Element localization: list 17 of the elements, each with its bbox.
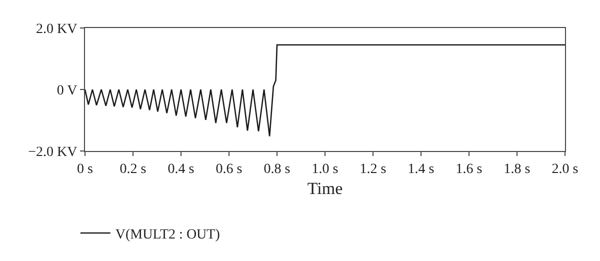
x-tick-label: 0.2 s bbox=[120, 162, 146, 177]
x-tick-label: 1.6 s bbox=[456, 162, 482, 177]
x-tick-label: 1.8 s bbox=[504, 162, 530, 177]
x-tick-label: 0.4 s bbox=[168, 162, 194, 177]
y-tick-label: −2.0 KV bbox=[28, 144, 78, 160]
y-tick-label: 0 V bbox=[56, 83, 78, 98]
y-tick-label: 2.0 KV bbox=[36, 22, 78, 37]
x-axis-title: Time bbox=[307, 179, 343, 198]
legend-label: V(MULT2 : OUT) bbox=[115, 227, 220, 242]
x-tick-label: 0.8 s bbox=[264, 162, 290, 177]
x-tick-label: 0.6 s bbox=[216, 162, 242, 177]
x-tick-label: 1.2 s bbox=[360, 162, 386, 177]
x-tick-label: 2.0 s bbox=[552, 162, 578, 177]
x-tick-label: 0 s bbox=[77, 162, 93, 177]
x-tick-label: 1.0 s bbox=[312, 162, 338, 177]
x-tick-label: 1.4 s bbox=[408, 162, 434, 177]
line-series bbox=[85, 44, 565, 137]
